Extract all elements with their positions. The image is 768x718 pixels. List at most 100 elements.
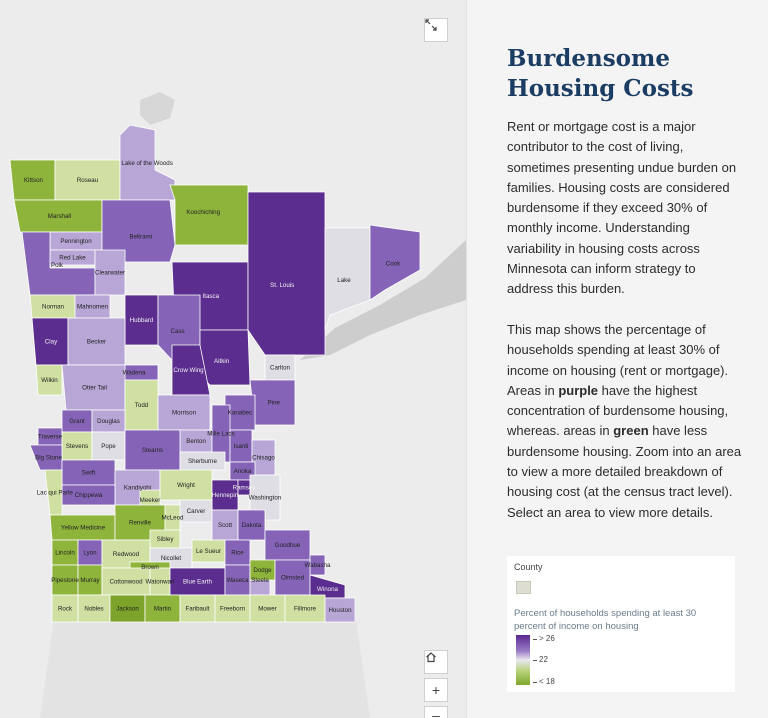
county-houston[interactable] <box>324 597 356 623</box>
legend-county-swatch <box>516 581 531 594</box>
county-st-louis[interactable] <box>247 191 326 356</box>
county-label-lincoln: Lincoln <box>55 550 75 557</box>
county-label-nicollet: Nicollet <box>161 555 182 562</box>
lake-of-the-woods-lake <box>140 92 175 125</box>
county-label-scott: Scott <box>218 522 232 529</box>
county-label-norman: Norman <box>42 304 65 311</box>
county-koochiching[interactable] <box>169 184 249 246</box>
county-label-clearwater: Clearwater <box>95 270 125 277</box>
county-label-roseau: Roseau <box>77 177 99 184</box>
county-label-carver: Carver <box>187 508 206 515</box>
county-label-becker: Becker <box>87 339 106 346</box>
county-label-renville: Renville <box>129 520 152 527</box>
expand-icon[interactable] <box>424 18 448 42</box>
description-text-2: have the highest concentration of burden… <box>507 382 729 439</box>
lake-superior <box>300 240 466 360</box>
county-label-murray: Murray <box>80 577 100 584</box>
county-label-redwood: Redwood <box>113 551 140 558</box>
county-label-watonwan: Watonwan <box>145 579 175 586</box>
county-washington[interactable] <box>249 474 281 521</box>
county-label-mille-lacs: Mille Lacs <box>207 431 235 438</box>
county-label-mahnomen: Mahnomen <box>77 304 109 311</box>
legend-field-label: Percent of households spending at least … <box>514 608 697 632</box>
county-label-sibley: Sibley <box>157 536 175 543</box>
county-label-steele: Steele <box>251 577 269 584</box>
county-label-itasca: Itasca <box>203 293 220 300</box>
county-sherburne[interactable] <box>179 451 226 471</box>
legend-tick-high <box>533 639 537 640</box>
county-label-waseca: Waseca <box>226 577 249 584</box>
county-label-isanti: Isanti <box>234 443 249 450</box>
county-label-carlton: Carlton <box>270 365 291 372</box>
county-label-jackson: Jackson <box>116 606 139 613</box>
county-label-rice: Rice <box>231 550 244 557</box>
county-label-rock: Rock <box>58 606 73 613</box>
county-label-crow-wing: Crow Wing <box>173 367 204 374</box>
county-label-swift: Swift <box>82 470 96 477</box>
county-label-red-lake: Red Lake <box>59 255 86 262</box>
county-label-cottonwood: Cottonwood <box>109 579 143 586</box>
county-label-beltrami: Beltrami <box>129 234 152 241</box>
county-label-lake-of-the-woods: Lake of the Woods <box>121 160 172 167</box>
county-label-lake: Lake <box>337 277 351 284</box>
minnesota-county-map[interactable]: Kittson Roseau Lake of the Woods Marshall Ko… <box>0 0 466 718</box>
green-keyword: green <box>613 423 649 439</box>
county-label-anoka: Anoka <box>234 468 252 475</box>
zoom-in-button[interactable]: + <box>424 678 448 702</box>
legend-layer-title: County <box>514 562 543 572</box>
county-label-meeker: Meeker <box>140 497 161 504</box>
county-label-kittson: Kittson <box>24 177 43 184</box>
county-label-cass: Cass <box>171 328 185 335</box>
county-label-wilkin: Wilkin <box>41 377 58 384</box>
county-label-goodhue: Goodhue <box>275 542 301 549</box>
description-text-1: This map shows the percentage of househo… <box>507 322 729 398</box>
county-label-otter-tail: Otter Tail <box>82 385 107 392</box>
description-paragraph: This map shows the percentage of househo… <box>507 320 743 523</box>
county-label-mower: Mower <box>258 606 277 613</box>
county-label-clay: Clay <box>45 339 58 346</box>
county-label-winona: Winona <box>317 586 339 593</box>
legend: County Percent of households spending at… <box>507 556 735 692</box>
county-label-koochiching: Koochiching <box>186 209 220 216</box>
county-label-st-louis: St. Louis <box>270 282 294 289</box>
county-label-todd: Todd <box>135 402 149 409</box>
county-label-fillmore: Fillmore <box>294 606 317 613</box>
county-label-wadena: Wadena <box>123 370 146 377</box>
county-label-ramsey: Ramsey <box>233 485 257 492</box>
county-label-lac-qui-parle: Lac qui Parle <box>37 490 74 497</box>
county-label-morrison: Morrison <box>172 410 197 417</box>
zoom-out-button[interactable]: – <box>424 706 448 718</box>
legend-high-label: > 26 <box>539 634 555 643</box>
home-icon[interactable] <box>424 650 448 674</box>
county-label-olmsted: Olmsted <box>281 575 305 582</box>
county-label-faribault: Faribault <box>185 606 209 613</box>
legend-color-ramp <box>516 635 530 685</box>
county-label-dakota: Dakota <box>242 522 262 529</box>
county-label-le-sueur: Le Sueur <box>196 548 221 555</box>
county-label-marshall: Marshall <box>48 213 71 220</box>
county-label-sherburne: Sherburne <box>188 458 217 465</box>
map-view[interactable]: Kittson Roseau Lake of the Woods Marshall Ko… <box>0 0 466 718</box>
county-label-lyon: Lyon <box>83 550 97 557</box>
county-label-grant: Grant <box>69 418 85 425</box>
county-wilkin[interactable] <box>35 364 63 396</box>
intro-paragraph: Rent or mortgage cost is a major contrib… <box>507 119 737 297</box>
county-label-cook: Cook <box>386 260 401 267</box>
county-label-nobles: Nobles <box>84 606 103 613</box>
county-label-benton: Benton <box>186 438 206 445</box>
county-label-brown: Brown <box>141 564 159 571</box>
county-cook[interactable] <box>369 224 421 301</box>
county-label-blue-earth: Blue Earth <box>183 579 212 586</box>
description-text-3: have less burdensome housing. Zoom into … <box>507 423 742 520</box>
county-label-dodge: Dodge <box>253 567 272 574</box>
county-lake[interactable] <box>324 227 371 331</box>
legend-mid-label: 22 <box>539 655 548 664</box>
county-label-chippewa: Chippewa <box>75 492 103 499</box>
county-label-hennepin: Hennepin <box>212 492 239 499</box>
county-label-pipestone: Pipestone <box>51 577 79 584</box>
county-label-martin: Martin <box>154 606 172 613</box>
county-label-aitkin: Aitkin <box>214 358 230 365</box>
county-label-wabasha: Wabasha <box>305 562 331 569</box>
county-label-polk: Polk <box>51 262 64 269</box>
legend-tick-mid <box>533 660 537 661</box>
